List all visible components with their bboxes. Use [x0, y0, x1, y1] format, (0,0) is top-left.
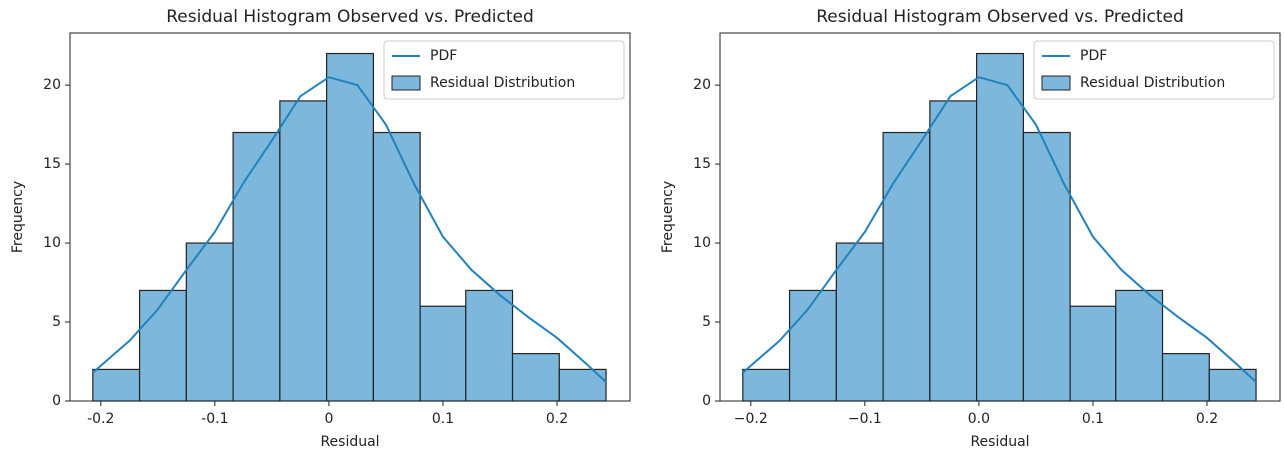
- histogram-bar: [835, 242, 884, 402]
- x-axis-label: Residual: [320, 434, 379, 450]
- histogram-bar: [1115, 289, 1164, 402]
- plot-frame: [719, 32, 1281, 402]
- x-tick-label: −0.2: [734, 411, 768, 427]
- histogram-bar: [92, 368, 141, 402]
- x-tick-label: -0.2: [87, 411, 114, 427]
- chart-panel: Residual Histogram Observed vs. Predicte…: [10, 7, 631, 450]
- histogram-bar: [465, 289, 514, 402]
- histogram-bar: [1161, 353, 1210, 402]
- y-tick-label: 20: [693, 77, 711, 93]
- y-tick-label: 15: [43, 156, 61, 172]
- x-tick-label: 0.1: [432, 411, 454, 427]
- legend-swatch: [391, 75, 421, 91]
- legend: PDF Residual Distribution: [383, 40, 625, 100]
- x-tick-label: 0.1: [1082, 411, 1104, 427]
- plot-frame: [69, 32, 631, 402]
- y-axis-label: Frequency: [10, 181, 26, 253]
- y-tick-label: 20: [43, 77, 61, 93]
- chart-panel: Residual Histogram Observed vs. Predicte…: [660, 7, 1281, 450]
- legend-box: [383, 40, 625, 100]
- x-tick-label: -0.1: [201, 411, 228, 427]
- histogram-bar: [279, 100, 328, 402]
- y-tick-label: 10: [43, 235, 61, 251]
- y-tick-label: 0: [52, 393, 61, 409]
- pdf-line: [742, 76, 1257, 383]
- pdf-line: [92, 76, 607, 383]
- legend-label: Residual Distribution: [1080, 75, 1225, 91]
- x-tick-label: 0.0: [968, 411, 990, 427]
- histogram-bar: [372, 131, 421, 402]
- y-axis-label: Frequency: [660, 181, 676, 253]
- histogram-bar: [511, 353, 560, 402]
- legend-label: Residual Distribution: [430, 75, 575, 91]
- histogram-bar: [1208, 368, 1257, 402]
- x-tick-label: 0.2: [546, 411, 568, 427]
- y-tick-label: 5: [52, 314, 61, 330]
- histogram-bar: [882, 131, 931, 402]
- histogram-bar: [976, 52, 1024, 402]
- legend: PDF Residual Distribution: [1033, 40, 1275, 100]
- y-tick-label: 0: [702, 393, 711, 409]
- y-tick-label: 10: [693, 235, 711, 251]
- legend-label: PDF: [1080, 48, 1107, 64]
- histogram-bar: [929, 100, 978, 402]
- chart-title: Residual Histogram Observed vs. Predicte…: [816, 7, 1184, 27]
- histogram-bar: [1022, 131, 1071, 402]
- x-tick-label: −0.1: [848, 411, 882, 427]
- histogram-bar: [558, 368, 607, 402]
- histogram-bar: [788, 289, 837, 402]
- chart-title: Residual Histogram Observed vs. Predicte…: [166, 7, 534, 27]
- histogram-bar: [1069, 305, 1117, 402]
- y-tick-label: 5: [702, 314, 711, 330]
- x-axis-label: Residual: [970, 434, 1029, 450]
- histogram-bar: [419, 305, 467, 402]
- legend-box: [1033, 40, 1275, 100]
- histogram-bar: [232, 131, 281, 402]
- legend-swatch: [1041, 75, 1071, 91]
- histogram-bar: [185, 242, 234, 402]
- legend-label: PDF: [430, 48, 457, 64]
- x-tick-label: 0: [324, 411, 333, 427]
- histogram-bar: [138, 289, 187, 402]
- histogram-bar: [742, 368, 791, 402]
- histogram-bar: [326, 52, 374, 402]
- x-tick-label: 0.2: [1196, 411, 1218, 427]
- y-tick-label: 15: [693, 156, 711, 172]
